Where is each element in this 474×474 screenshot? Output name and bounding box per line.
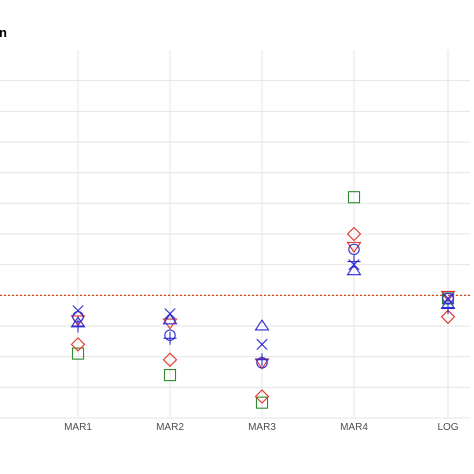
data-point-square — [347, 191, 361, 204]
data-point-diamond — [346, 226, 362, 242]
data-point-square — [255, 396, 269, 409]
data-point-triangle-up — [254, 319, 270, 331]
data-point-triangle-up — [346, 263, 362, 276]
data-point-triangle-up — [162, 313, 178, 325]
data-point-plus — [347, 255, 361, 269]
data-point-plus — [163, 331, 177, 345]
x-tick-label: MAR1 — [64, 422, 92, 433]
x-tick-labels: MAR1 MAR2 MAR3 MAR4 LOG — [64, 422, 459, 433]
data-point-plus — [255, 353, 269, 367]
x-tick-label: MAR2 — [156, 422, 184, 433]
data-point-triangle-up — [70, 316, 86, 328]
chart-title-fragment: n — [0, 25, 7, 40]
data-point-plus — [441, 301, 455, 315]
data-point-x — [256, 338, 268, 350]
data-point-triangle-down — [440, 290, 456, 303]
data-point-diamond — [254, 389, 270, 404]
data-point-plus — [71, 319, 85, 333]
data-point-diamond — [162, 352, 178, 368]
x-tick-label: MAR4 — [340, 422, 368, 433]
x-tick-label: LOG — [437, 422, 458, 433]
data-point-triangle-up — [440, 297, 456, 309]
data-point-x — [72, 305, 84, 317]
data-point-triangle-down — [346, 241, 362, 254]
x-tick-label: MAR3 — [248, 422, 276, 433]
data-point-diamond — [70, 337, 86, 352]
data-point-square — [163, 368, 177, 382]
data-point-square — [71, 347, 85, 360]
points-layer — [70, 191, 456, 409]
grid-layer — [0, 50, 470, 419]
data-point-circle — [348, 243, 360, 256]
data-point-diamond — [440, 309, 456, 325]
